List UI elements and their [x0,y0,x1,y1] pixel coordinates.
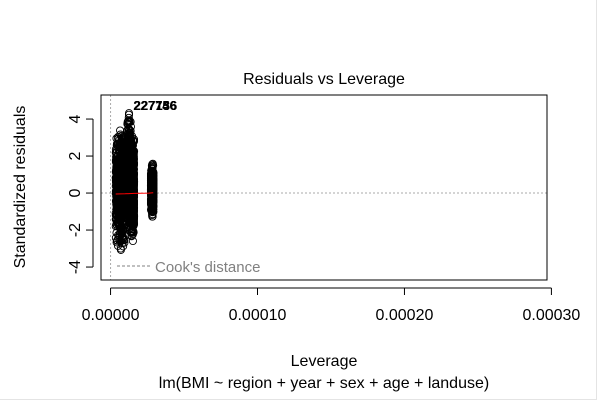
data-point [129,137,139,146]
legend: Cook's distance [117,259,260,276]
point-cluster [127,132,139,246]
y-tick-label: -2 [67,223,84,237]
data-points [111,109,158,254]
y-axis: -4 -2 0 2 4 [67,115,94,274]
y-tick-label: 0 [67,189,84,198]
outlier-label: 227756 [134,98,177,113]
data-point [128,157,137,166]
data-point [127,182,136,192]
data-point [128,236,137,246]
data-point [128,200,137,209]
data-point [129,220,139,229]
data-point [128,148,137,157]
data-point [124,116,133,126]
data-point [127,188,136,197]
data-point [147,175,156,184]
y-tick-label: -4 [67,260,84,274]
data-point [128,230,137,239]
data-point [128,165,137,174]
point-cluster [111,126,130,254]
data-point [127,168,136,177]
data-point [128,222,137,231]
data-point [127,232,136,241]
x-tick-label: 0.00030 [522,307,580,324]
x-axis-label: Leverage [291,353,358,370]
data-point [127,147,136,156]
data-point [128,211,137,220]
outlier-label: 227136 [134,98,177,113]
chart-title: Residuals vs Leverage [243,71,405,88]
data-point [129,160,139,169]
y-axis-label: Standardized residuals [12,106,29,269]
data-point [129,166,138,176]
y-tick-label: 4 [67,115,84,124]
data-point [129,216,138,225]
legend-cooks-distance-label: Cook's distance [155,259,260,276]
x-axis: 0.00000 0.00010 0.00020 0.00030 [82,287,580,324]
data-point [127,144,136,153]
data-point [148,199,157,208]
chart-subtitle: lm(BMI ~ region + year + sex + age + lan… [159,375,489,392]
data-point [127,152,137,161]
data-point [148,207,157,216]
data-point [148,160,157,169]
data-point [149,177,158,186]
data-point [148,212,157,221]
data-point [129,194,138,203]
plot-box [100,94,548,281]
smooth-line [115,192,154,195]
x-tick-label: 0.00020 [376,307,434,324]
data-point [148,172,157,181]
x-tick-label: 0.00010 [229,307,287,324]
data-point [147,193,156,202]
data-point [127,196,136,205]
y-tick-label: 2 [67,152,84,161]
point-cluster-core [117,135,124,246]
data-point [148,159,157,168]
data-point [147,187,156,196]
x-tick-label: 0.00000 [82,307,140,324]
point-cluster [146,159,158,221]
data-point [148,163,157,172]
outlier-label: 227746 [133,98,176,113]
